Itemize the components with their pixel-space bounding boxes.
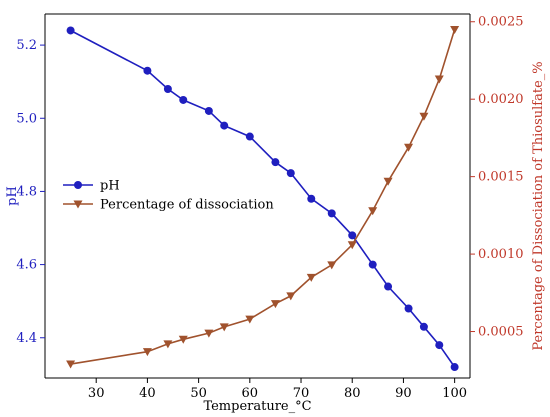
axes-layer: 30 40 50 60 70 80 90 100 Temperature_°C 4.4 4.6 4.8…: [5, 13, 546, 414]
data-point-2: [306, 273, 316, 282]
data-point-2: [245, 315, 255, 324]
x-tick-label: 80: [344, 386, 361, 401]
legend-marker-1: [74, 181, 82, 189]
left-y-tick-label: 5.0: [16, 111, 37, 126]
left-y-tick-label: 4.6: [16, 258, 37, 273]
legend-label-2: Percentage of dissociation: [100, 198, 274, 213]
data-point-1: [404, 304, 413, 313]
data-point-2: [368, 207, 378, 216]
right-y-tick-label: 0.0025: [478, 15, 524, 30]
data-point-2: [434, 75, 444, 84]
data-point-1: [271, 158, 280, 167]
data-point-2: [142, 348, 152, 357]
data-point-2: [327, 261, 337, 270]
chart-legend: pH Percentage of dissociation: [63, 179, 274, 213]
legend-label-1: pH: [100, 179, 120, 194]
data-point-2: [404, 143, 414, 152]
right-y-axis-title: Percentage of Dissociation of Thiosulfat…: [531, 61, 546, 350]
data-point-2: [270, 300, 280, 309]
data-point-1: [419, 322, 428, 331]
data-point-2: [219, 323, 229, 332]
left-y-tick-label: 4.4: [16, 331, 37, 346]
series-layer: [66, 25, 460, 372]
data-point-1: [66, 26, 75, 35]
series-line-2: [70, 29, 456, 365]
data-point-2: [178, 335, 188, 344]
data-point-1: [220, 121, 229, 130]
data-point-1: [384, 282, 393, 291]
left-y-tick-label: 4.8: [16, 184, 37, 199]
right-y-tick-label: 0.0010: [478, 247, 524, 262]
x-axis-title: Temperature_°C: [203, 399, 311, 414]
data-point-2: [66, 360, 76, 369]
right-y-tick-label: 0.0005: [478, 325, 524, 340]
x-tick-label: 90: [395, 386, 412, 401]
data-point-1: [286, 169, 295, 178]
data-point-1: [435, 341, 444, 350]
right-y-tick-label: 0.0015: [478, 170, 524, 185]
x-tick-label: 70: [293, 386, 310, 401]
x-tick-label: 60: [242, 386, 259, 401]
data-point-1: [327, 209, 336, 218]
data-point-1: [245, 132, 254, 141]
data-point-1: [348, 231, 357, 240]
right-y-tick-label: 0.0020: [478, 92, 524, 107]
data-point-1: [450, 363, 459, 372]
x-tick-label: 100: [442, 386, 467, 401]
data-point-2: [163, 340, 173, 349]
data-point-1: [307, 194, 316, 203]
x-tick-label: 30: [88, 386, 105, 401]
data-point-1: [179, 95, 188, 104]
left-y-axis-title: pH: [5, 186, 20, 206]
data-point-2: [204, 329, 214, 338]
legend-marker-2: [73, 200, 83, 209]
left-y-tick-label: 5.2: [16, 38, 37, 53]
x-tick-label: 40: [139, 386, 156, 401]
data-point-1: [143, 66, 152, 75]
data-point-2: [286, 292, 296, 301]
data-point-1: [163, 84, 172, 93]
data-point-2: [419, 112, 429, 121]
data-point-2: [347, 241, 357, 250]
x-tick-label: 50: [190, 386, 207, 401]
data-point-1: [204, 106, 213, 115]
data-point-2: [450, 25, 460, 34]
data-point-1: [368, 260, 377, 269]
data-point-2: [383, 177, 393, 186]
